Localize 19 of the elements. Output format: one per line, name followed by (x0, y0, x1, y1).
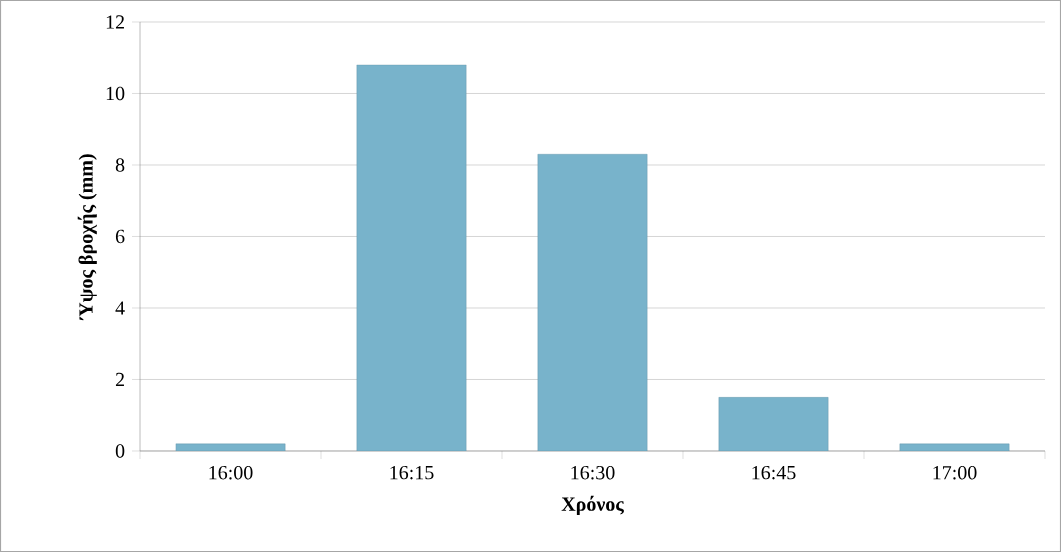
x-tick-label: 16:00 (209, 465, 253, 480)
y-tick-label: 2 (115, 372, 124, 387)
y-tick-label: 10 (106, 86, 125, 101)
y-tick-label: 0 (115, 444, 125, 458)
x-tick-label: 16:30 (571, 465, 615, 480)
bar (356, 64, 467, 451)
bar (175, 443, 286, 451)
y-tick-label: 6 (115, 229, 125, 244)
bar (718, 397, 829, 451)
y-tick-label: 4 (115, 301, 125, 315)
y-tick-label: 12 (106, 15, 124, 29)
y-tick-label: 8 (115, 158, 125, 172)
x-axis-title: Χρόνος (561, 495, 624, 515)
y-axis-title: Ύψος βροχής (mm) (77, 154, 97, 321)
x-tick-label: 17:00 (933, 465, 977, 480)
bar (537, 154, 648, 451)
x-tick-label: 16:45 (752, 465, 796, 480)
bar (899, 443, 1010, 451)
x-tick-label: 16:15 (390, 465, 434, 480)
